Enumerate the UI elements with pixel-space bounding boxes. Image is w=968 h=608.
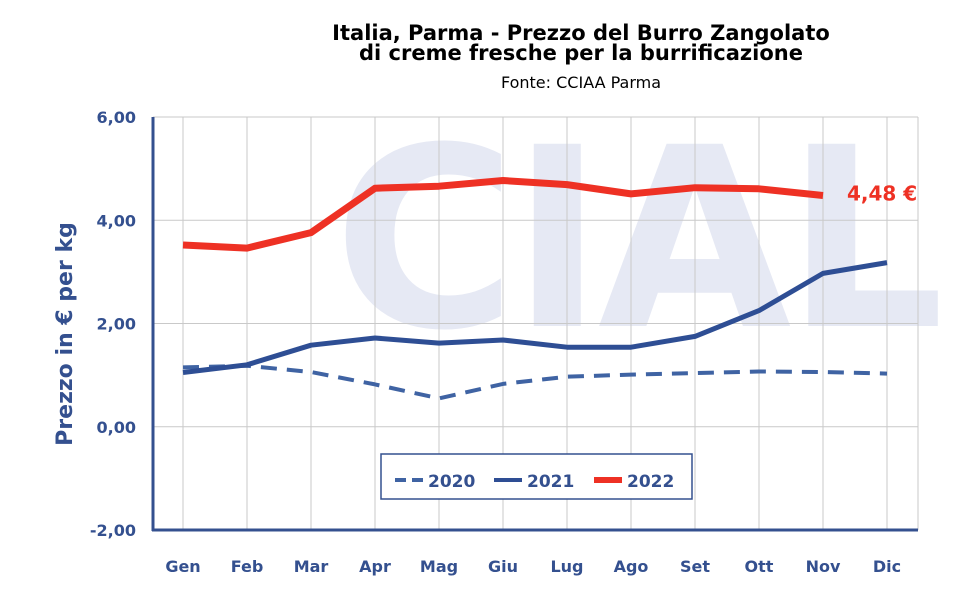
last-value-annotation: 4,48 € (847, 181, 917, 205)
series-line-2021 (182, 260, 888, 375)
x-tick-label: Lug (550, 557, 583, 576)
chart-source: Fonte: CCIAA Parma (501, 73, 661, 92)
x-tick-label: Dic (873, 557, 901, 576)
legend-label-2021: 2021 (527, 472, 574, 492)
x-tick-label: Ott (745, 557, 774, 576)
x-tick-label: Set (680, 557, 710, 576)
y-tick-label: 2,00 (97, 315, 136, 334)
x-tick-label: Giu (488, 557, 518, 576)
series-line-2020 (182, 363, 888, 401)
series-line-2022 (182, 177, 824, 252)
x-tick-label: Gen (165, 557, 200, 576)
x-tick-label: Feb (231, 557, 264, 576)
y-tick-label: -2,00 (90, 521, 136, 540)
x-tick-label: Mag (420, 557, 458, 576)
y-tick-label: 6,00 (97, 108, 136, 127)
gridlines (153, 116, 919, 531)
y-axis-label: Prezzo in € per kg (53, 222, 78, 446)
x-tick-label: Apr (359, 557, 391, 576)
legend-box (380, 453, 693, 500)
y-tick-labels: -2,00 0,00 2,00 4,00 6,00 (90, 108, 136, 540)
y-tick-label: 4,00 (97, 211, 136, 230)
legend-label-2022: 2022 (627, 472, 674, 492)
chart-title-line-2: di creme fresche per la burrificazione (359, 41, 803, 65)
legend-label-2020: 2020 (428, 472, 475, 492)
x-tick-label: Mar (294, 557, 329, 576)
x-tick-label: Nov (806, 557, 841, 576)
series-lines (182, 177, 888, 401)
watermark-logo: CIAL (333, 94, 938, 385)
chart-title-line-1: Italia, Parma - Prezzo del Burro Zangola… (332, 21, 830, 45)
x-tick-labels: Gen Feb Mar Apr Mag Giu Lug Ago Set Ott Nov Dic (165, 557, 901, 576)
legend: 2020 2021 2022 (380, 453, 693, 500)
x-tick-label: Ago (614, 557, 649, 576)
y-tick-label: 0,00 (97, 418, 136, 437)
